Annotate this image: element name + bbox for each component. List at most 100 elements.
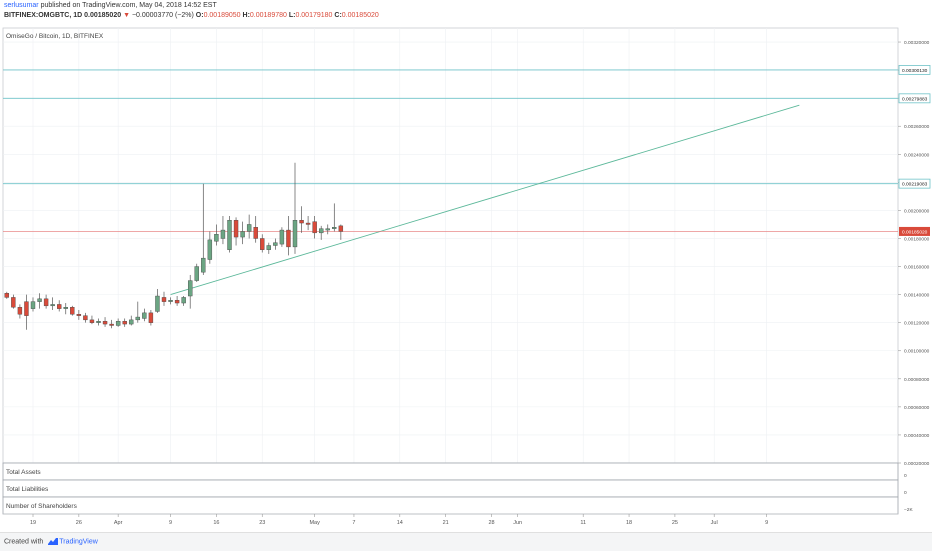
candle-up[interactable] [214,234,219,242]
candle-down[interactable] [76,314,82,316]
candle-up[interactable] [194,266,199,281]
candle-down[interactable] [4,293,10,298]
candle-up[interactable] [273,242,278,246]
x-tick-label: 9 [169,520,172,526]
candle-down[interactable] [70,307,75,315]
candle-down[interactable] [305,222,311,225]
candle-down[interactable] [57,304,62,309]
level-price-label: 0.00219083 [902,182,928,188]
y-tick-label: 0.00080000 [904,377,930,383]
candle-down[interactable] [43,298,49,307]
candle-up[interactable] [168,300,173,302]
candle-up[interactable] [37,298,42,302]
y-tick-label: 0.00180000 [904,236,930,242]
last-price-tag [899,226,930,236]
published-text: published on TradingView.com, May 04, 20… [40,2,217,9]
candle-up[interactable] [63,307,68,309]
candle-up[interactable] [129,319,134,325]
candle-up[interactable] [220,229,226,239]
change-value: −0.00003770 (−2%) [131,12,194,19]
candle-down[interactable] [233,220,239,238]
indicator-pane[interactable] [2,496,899,515]
candle-up[interactable] [30,301,36,309]
level-price-label: 0.00279883 [902,96,928,102]
tradingview-logo-icon [48,538,59,545]
candle-down[interactable] [83,315,88,321]
x-tick-label: 19 [30,520,36,526]
x-tick-label: Jun [513,520,522,526]
x-tick-label: 25 [672,520,678,526]
candle-up[interactable] [181,297,186,304]
candle-down[interactable] [148,312,154,323]
x-tick-label: 11 [580,520,586,526]
open-label: O: [195,12,204,19]
indicator-pane[interactable] [2,479,899,498]
candle-up[interactable] [187,280,193,297]
tradingview-brand[interactable]: TradingView [59,538,98,546]
y-tick-label: 0.00240000 [904,152,930,158]
x-tick-label: 26 [76,520,82,526]
y-tick-label: 0.00060000 [904,405,930,411]
candle-down[interactable] [11,297,16,308]
y-tick-label: 0.00320000 [904,40,930,46]
candle-up[interactable] [227,220,232,250]
candle-down[interactable] [174,300,180,304]
low-value: 0.00179180 [295,12,333,19]
candle-down[interactable] [89,319,95,323]
candle-up[interactable] [115,321,121,326]
ohlc-line: BITFINEX:OMGBTC, 1D 0.00185020 ▼ −0.0000… [4,11,379,20]
candle-down[interactable] [253,227,258,239]
y-tick-label: 0.00260000 [904,124,930,130]
indicator-pane[interactable] [2,462,899,481]
candle-down[interactable] [17,307,23,315]
main-pane[interactable] [2,27,899,464]
candle-up[interactable] [240,231,245,238]
x-tick-label: 14 [397,520,403,526]
y-tick-label: 0.00140000 [904,293,930,299]
x-tick-label: Apr [114,520,123,526]
candle-up[interactable] [246,224,252,232]
high-value: 0.00189780 [249,12,287,19]
level-price-label: 0.00300130 [902,68,928,74]
level-price-tag [898,178,931,189]
candle-up[interactable] [279,229,285,245]
x-tick-label: 16 [213,520,219,526]
chart-header: serlusumar published on TradingView.com,… [0,0,932,20]
open-value: 0.00189050 [203,12,241,19]
candle-up[interactable] [201,257,206,273]
candle-down[interactable] [338,225,344,232]
candle-up[interactable] [135,316,141,321]
candle-up[interactable] [155,295,160,312]
trendline[interactable] [170,104,800,296]
price-chart[interactable]: 0.003200000.003000000.002800000.00260000… [0,22,932,532]
candle-up[interactable] [332,227,337,229]
candle-up[interactable] [266,245,271,250]
candle-down[interactable] [122,321,127,325]
last-price-label: 0.00185020 [902,229,928,235]
x-tick-label: 23 [259,520,265,526]
candle-down[interactable] [299,220,304,224]
candle-up[interactable] [292,220,298,248]
candle-down[interactable] [286,229,291,248]
candle-down[interactable] [109,323,114,326]
symbol-label: BITFINEX:OMGBTC, 1D [4,12,83,19]
candle-down[interactable] [102,321,108,325]
candle-up[interactable] [50,304,55,307]
y-tick-label: 0.00200000 [904,208,930,214]
candle-down[interactable] [260,238,265,250]
candle-up[interactable] [207,239,213,260]
y-tick-label: 0.00120000 [904,321,930,327]
x-tick-label: May [309,520,320,526]
candle-down[interactable] [24,301,29,316]
author-link[interactable]: serlusumar [4,2,39,9]
candle-down[interactable] [312,221,317,234]
candle-down[interactable] [161,297,167,302]
indicator-tick-label: 0 [904,473,907,479]
candle-up[interactable] [96,321,101,323]
down-arrow-icon: ▼ [123,12,130,19]
candle-up[interactable] [319,228,324,234]
candle-up[interactable] [325,228,330,231]
candle-up[interactable] [142,312,147,319]
low-label: L: [288,12,296,19]
close-label: C: [334,12,342,19]
